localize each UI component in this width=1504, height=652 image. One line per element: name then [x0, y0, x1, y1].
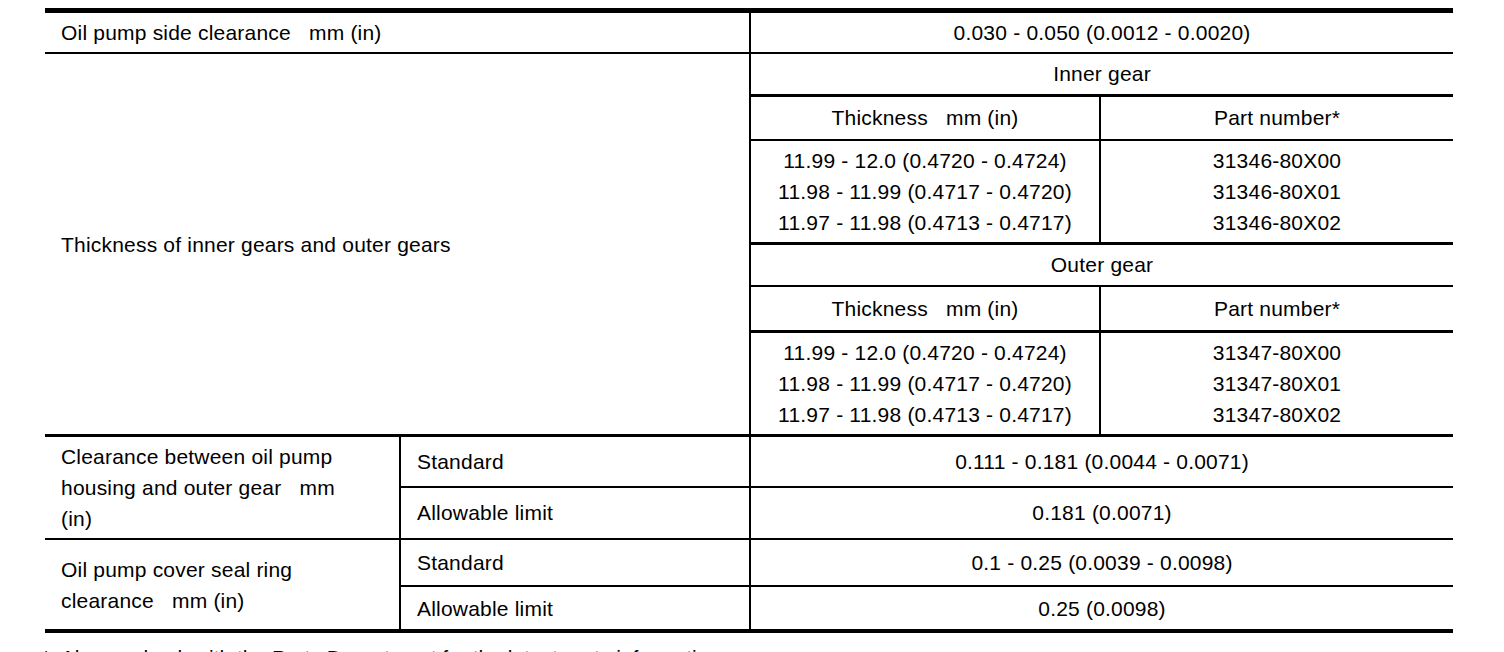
manual-page: Oil pump side clearance mm (in) 0.030 - …: [0, 0, 1504, 652]
cell-side-clearance-label: Oil pump side clearance mm (in): [45, 11, 750, 54]
cell-seal-standard-label: Standard: [400, 539, 750, 586]
cell-seal-allowable-value: 0.25 (0.0098): [750, 586, 1453, 631]
cell-seal-standard-value: 0.1 - 0.25 (0.0039 - 0.0098): [750, 539, 1453, 586]
cell-outer-part-header: Part number*: [1100, 286, 1453, 332]
parts-footnote: *: Always check with the Parts Departmen…: [42, 645, 1504, 652]
cell-housing-standard-value: 0.111 - 0.181 (0.0044 - 0.0071): [750, 436, 1453, 487]
cell-outer-gear-title: Outer gear: [750, 244, 1453, 286]
cell-inner-gear-title: Inner gear: [750, 53, 1453, 95]
cell-seal-allowable-label: Allowable limit: [400, 586, 750, 631]
cell-inner-thickness-values: 11.99 - 12.0 (0.4720 - 0.4724) 11.98 - 1…: [750, 140, 1100, 244]
cell-outer-part-values: 31347-80X00 31347-80X01 31347-80X02: [1100, 332, 1453, 436]
cell-inner-part-header: Part number*: [1100, 95, 1453, 140]
oil-pump-spec-table: Oil pump side clearance mm (in) 0.030 - …: [45, 8, 1453, 633]
cell-outer-thickness-header: Thickness mm (in): [750, 286, 1100, 332]
cell-housing-clearance-label: Clearance between oil pump housing and o…: [45, 436, 400, 540]
table-row-housing-clearance-standard: Clearance between oil pump housing and o…: [45, 436, 1453, 487]
cell-outer-thickness-values: 11.99 - 12.0 (0.4720 - 0.4724) 11.98 - 1…: [750, 332, 1100, 436]
table-row-seal-ring-standard: Oil pump cover seal ring clearance mm (i…: [45, 539, 1453, 586]
cell-seal-ring-label: Oil pump cover seal ring clearance mm (i…: [45, 539, 400, 631]
cell-housing-allowable-value: 0.181 (0.0071): [750, 487, 1453, 539]
cell-inner-thickness-header: Thickness mm (in): [750, 95, 1100, 140]
cell-side-clearance-value: 0.030 - 0.050 (0.0012 - 0.0020): [750, 11, 1453, 54]
cell-inner-part-values: 31346-80X00 31346-80X01 31346-80X02: [1100, 140, 1453, 244]
cell-gear-thickness-label: Thickness of inner gears and outer gears: [45, 53, 750, 436]
table-row-inner-gear-title: Thickness of inner gears and outer gears…: [45, 53, 1453, 95]
cell-housing-standard-label: Standard: [400, 436, 750, 487]
table-row-side-clearance: Oil pump side clearance mm (in) 0.030 - …: [45, 11, 1453, 54]
cell-housing-allowable-label: Allowable limit: [400, 487, 750, 539]
